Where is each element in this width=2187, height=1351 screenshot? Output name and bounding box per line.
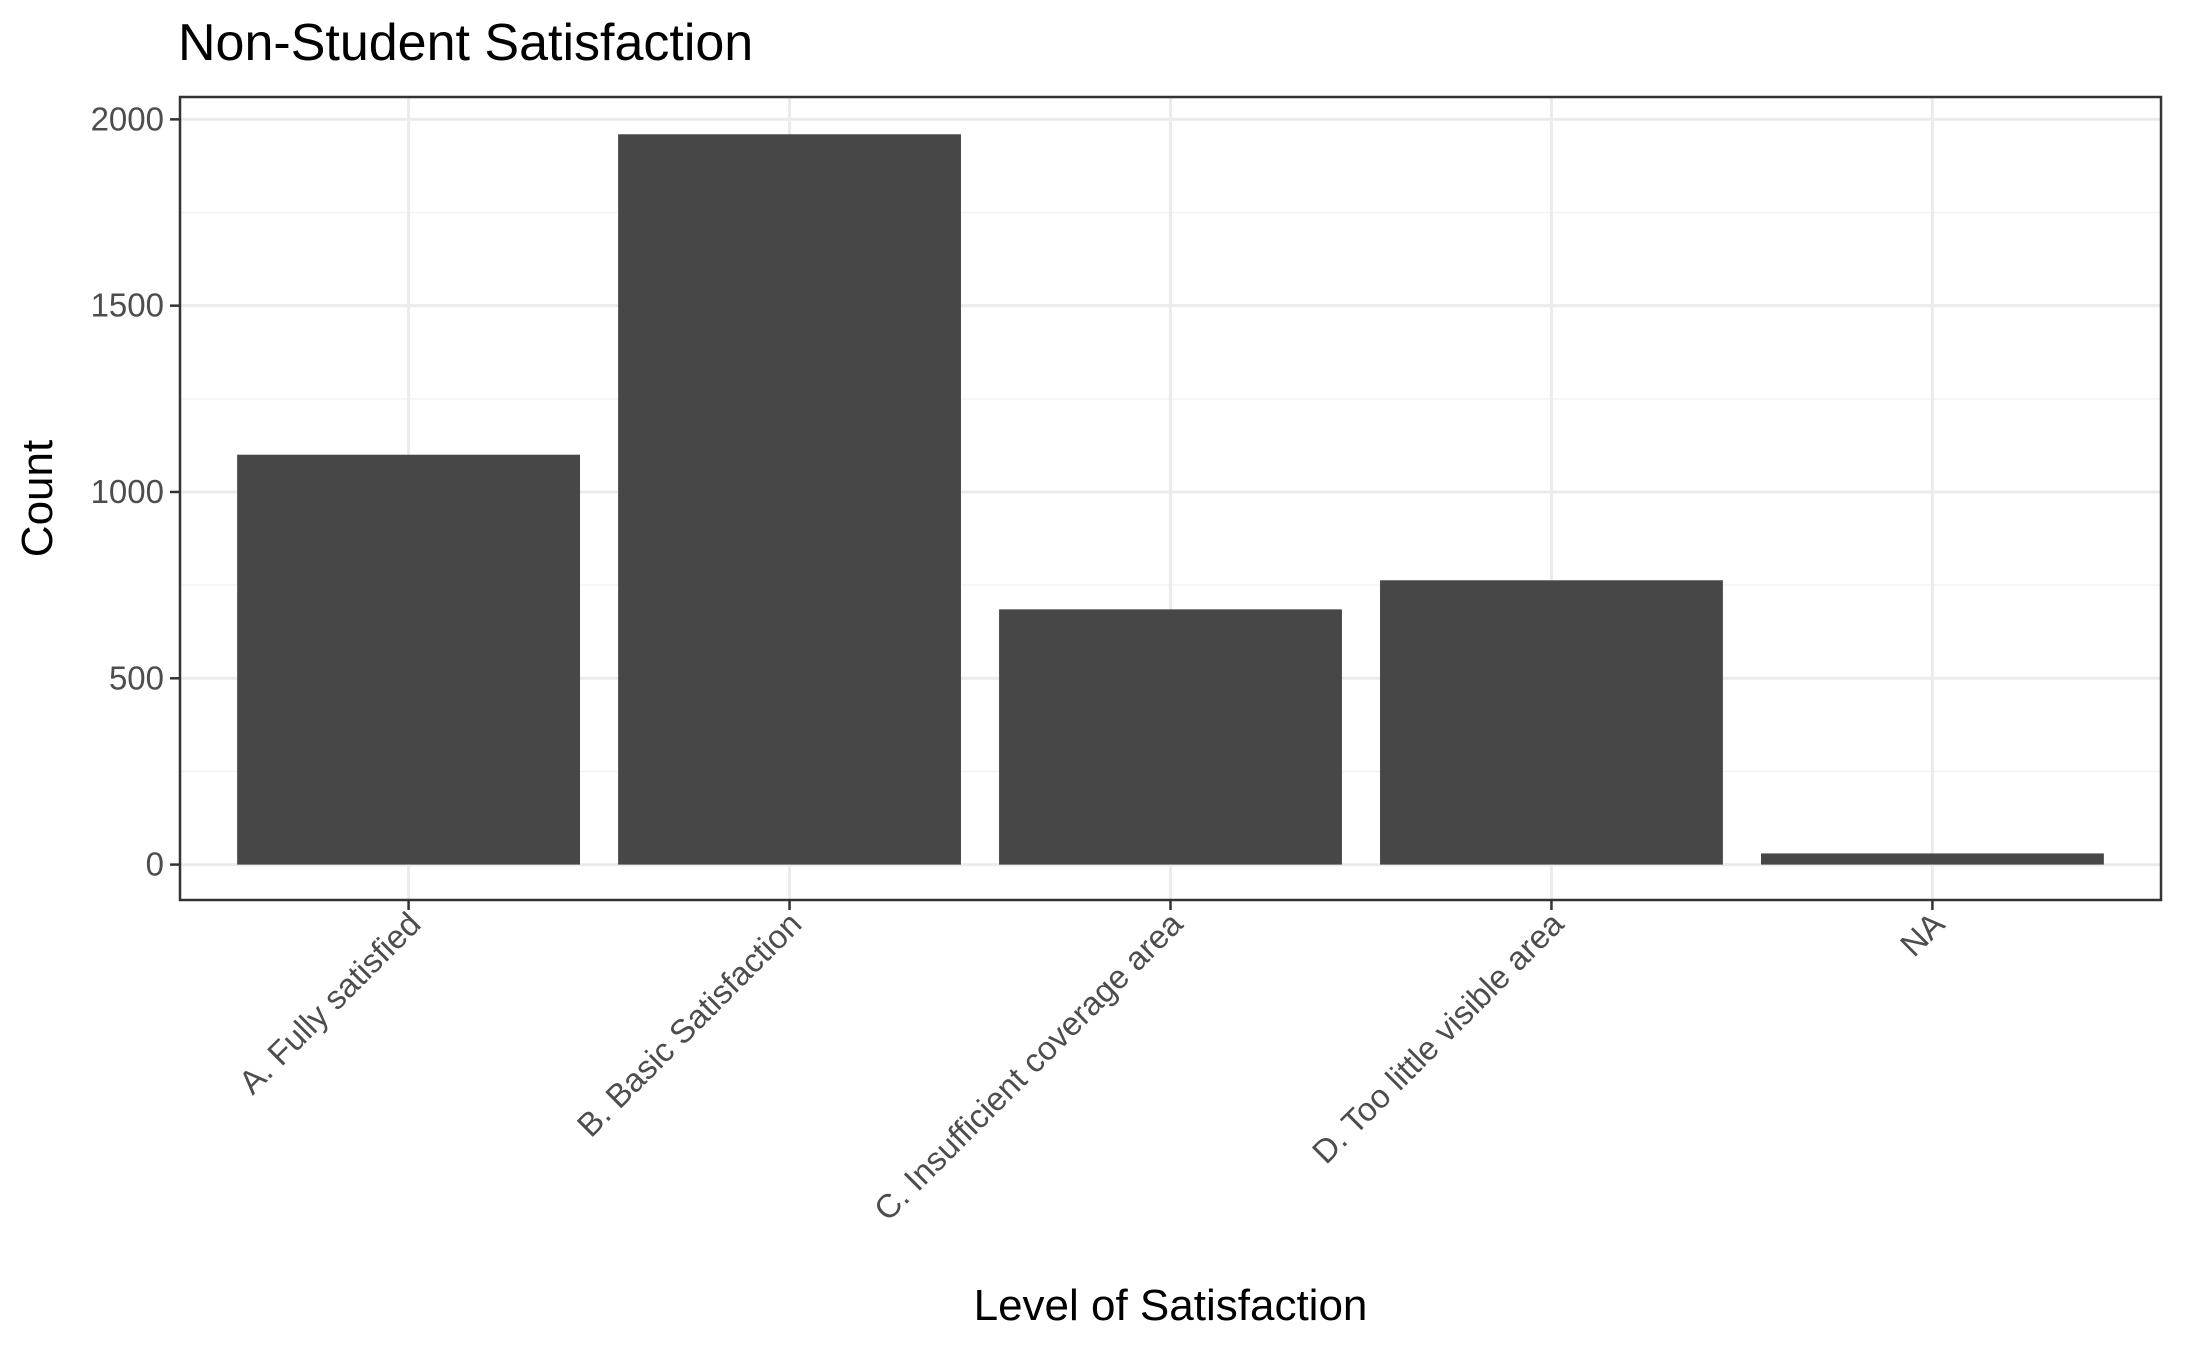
chart-title: Non-Student Satisfaction xyxy=(178,14,753,72)
y-tick-label: 500 xyxy=(109,659,164,696)
y-tick-label: 0 xyxy=(146,846,164,883)
bar xyxy=(1380,580,1723,865)
x-axis-title: Level of Satisfaction xyxy=(974,1281,1368,1330)
y-axis-ticks: 0 500 1000 1500 2000 xyxy=(91,100,180,883)
y-tick-label: 1000 xyxy=(91,473,164,510)
y-tick-label: 2000 xyxy=(91,100,164,137)
y-tick-label: 1500 xyxy=(91,287,164,324)
bar xyxy=(618,134,961,865)
bar xyxy=(237,454,581,865)
y-axis-title: Count xyxy=(13,440,62,557)
bar xyxy=(1760,853,2104,865)
bar xyxy=(999,609,1342,865)
bars xyxy=(237,134,2104,865)
